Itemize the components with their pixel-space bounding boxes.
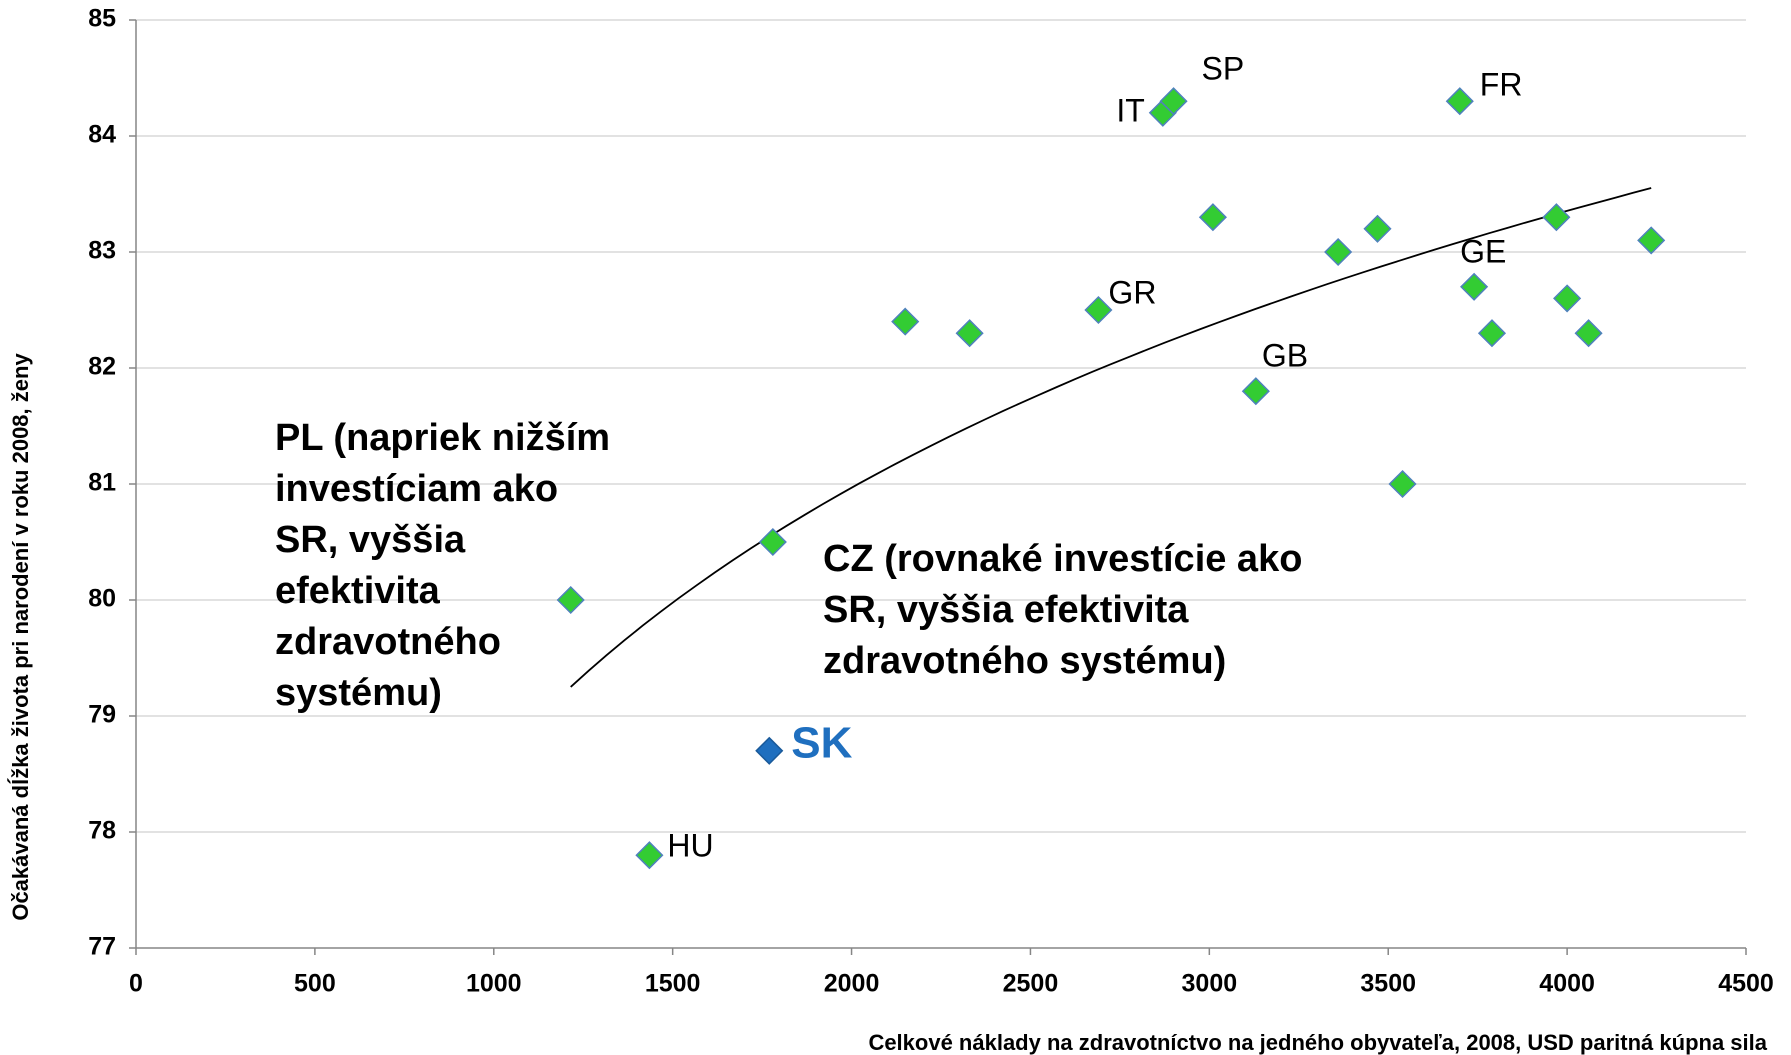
- point-label: FR: [1480, 67, 1523, 103]
- point-label: IT: [1116, 92, 1144, 128]
- point: [955, 319, 984, 348]
- point-label: GB: [1262, 338, 1308, 374]
- annotation: CZ (rovnaké investície ako: [823, 538, 1302, 580]
- point: [1477, 319, 1507, 348]
- y-tick-label: 85: [88, 5, 116, 33]
- y-tick-label: 79: [88, 701, 116, 729]
- y-tick-label: 78: [88, 817, 116, 845]
- annotation: efektivita: [275, 570, 441, 612]
- x-tick-label: 0: [129, 970, 143, 998]
- point: [1542, 203, 1571, 232]
- y-tick-label: 77: [88, 933, 116, 961]
- point-label: GE: [1460, 233, 1506, 269]
- point: [556, 585, 585, 615]
- point: [1198, 203, 1227, 232]
- x-tick-label: 3000: [1182, 970, 1238, 998]
- point: [1363, 214, 1392, 243]
- x-tick-label: 500: [294, 970, 336, 998]
- y-tick-label: 83: [88, 237, 116, 265]
- point: [1324, 237, 1353, 267]
- annotation: PL (napriek nižším: [275, 417, 610, 459]
- point: [1445, 87, 1474, 116]
- annotation: systému): [275, 672, 442, 714]
- x-tick-label: 3500: [1360, 970, 1416, 998]
- x-tick-label: 4000: [1539, 970, 1595, 998]
- point-label: GR: [1108, 274, 1156, 310]
- point: [1574, 319, 1603, 348]
- annotation: zdravotného systému): [823, 640, 1226, 682]
- y-tick-label: 80: [88, 585, 116, 613]
- point-label: SK: [791, 718, 852, 767]
- x-tick-label: 2500: [1003, 970, 1059, 998]
- y-tick-label: 82: [88, 353, 116, 381]
- x-tick-label: 2000: [824, 970, 880, 998]
- point: [891, 307, 920, 336]
- point-label: HU: [667, 828, 713, 864]
- point: [755, 736, 784, 765]
- y-axis-label: Očakávaná dĺžka života pri narodení v ro…: [7, 353, 33, 921]
- x-tick-label: 1500: [645, 970, 701, 998]
- annotation: SR, vyššia efektivita: [823, 589, 1189, 631]
- annotation: zdravotného: [275, 621, 501, 663]
- x-tick-label: 4500: [1718, 970, 1774, 998]
- point-label: SP: [1202, 51, 1245, 87]
- annotation: investíciam ako: [275, 468, 558, 510]
- point: [1241, 377, 1270, 406]
- point: [1159, 87, 1188, 116]
- point: [1637, 226, 1666, 255]
- y-tick-label: 84: [88, 121, 116, 149]
- trendline: [570, 187, 1652, 688]
- annotation: SR, vyššia: [275, 519, 466, 561]
- point: [758, 527, 787, 557]
- point: [1460, 272, 1489, 301]
- y-tick-label: 81: [88, 469, 116, 497]
- point: [1553, 284, 1582, 313]
- x-tick-label: 1000: [466, 970, 522, 998]
- point: [1084, 295, 1113, 325]
- point: [1388, 469, 1417, 499]
- point: [635, 841, 664, 870]
- x-axis-label: Celkové náklady na zdravotníctvo na jedn…: [868, 1030, 1767, 1055]
